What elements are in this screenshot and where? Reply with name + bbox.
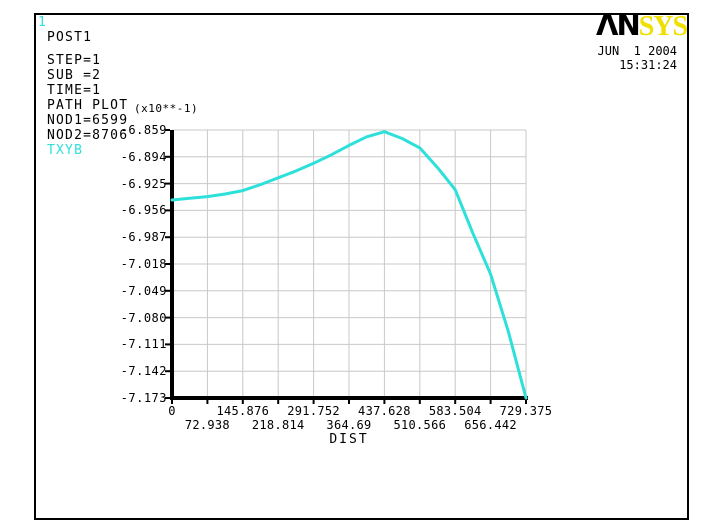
window-number: 1 [38, 15, 46, 30]
header-routine: POST1 [47, 30, 93, 45]
x-axis-title: DIST [329, 432, 369, 447]
ansys-logo: ΛNSYS [596, 8, 688, 45]
y-tick-label: -6.925 [120, 176, 167, 191]
date-stamp: JUN 1 2004 [597, 44, 677, 58]
x-tick-label: 291.752 [287, 404, 340, 418]
header-node1: NOD1=6599 [47, 113, 129, 128]
ansys-logo-mark: ΛN [596, 8, 641, 42]
y-tick-label: -7.111 [120, 337, 167, 352]
x-tick-label: 364.69 [326, 418, 372, 432]
y-tick-label: -7.142 [120, 364, 167, 379]
x-tick-label: 583.504 [428, 404, 482, 418]
header-time: TIME=1 [47, 83, 102, 98]
header-series-label: TXYB [47, 143, 84, 158]
y-tick-label: -7.049 [120, 283, 167, 298]
x-tick-label: 145.876 [216, 404, 270, 418]
y-axis-unit-label: (x10**-1) [134, 102, 199, 115]
y-tick-label: -6.956 [120, 203, 167, 218]
header-node2: NOD2=8706 [47, 128, 129, 143]
time-stamp: 15:31:24 [619, 58, 677, 72]
txyb-curve [170, 130, 528, 400]
y-tick-label: -6.987 [120, 230, 167, 245]
x-tick-label: 656.442 [464, 418, 517, 432]
x-tick-label: 0 [168, 404, 176, 418]
plot-window-frame [34, 13, 689, 520]
header-plot-type: PATH PLOT [47, 98, 129, 113]
y-tick-label: -7.173 [120, 391, 167, 405]
x-tick-label: 437.628 [358, 404, 411, 418]
x-tick-label: 729.375 [499, 404, 553, 418]
y-tick-label: -7.080 [120, 310, 167, 325]
y-tick-label: -7.018 [120, 257, 167, 271]
x-tick-label: 218.814 [251, 418, 305, 432]
header-step: STEP=1 [47, 53, 102, 68]
header-substep: SUB =2 [47, 68, 102, 83]
y-tick-label: -6.859 [120, 123, 167, 137]
y-tick-label: -6.894 [120, 149, 167, 164]
x-tick-label: 72.938 [184, 418, 230, 432]
ansys-logo-suffix: SYS [638, 11, 688, 42]
x-tick-label: 510.566 [393, 418, 447, 432]
